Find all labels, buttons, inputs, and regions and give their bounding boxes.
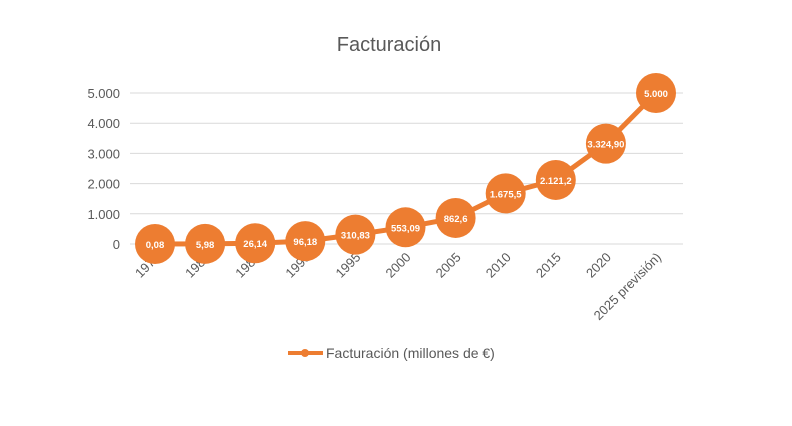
x-tick-label: 2005 (433, 250, 464, 281)
data-label: 3.324,90 (587, 140, 624, 151)
data-point (535, 159, 576, 200)
x-tick-label: 2015 (533, 250, 564, 281)
data-point (285, 221, 326, 262)
data-label: 2.121,2 (540, 176, 572, 187)
data-label: 96,18 (293, 237, 317, 248)
y-tick-label: 2.000 (87, 177, 120, 192)
y-tick-label: 0 (113, 237, 120, 252)
legend: Facturación (millones de €) (288, 345, 495, 361)
x-tick-label: 2010 (483, 250, 514, 281)
y-tick-label: 4.000 (87, 116, 120, 131)
data-point (636, 73, 676, 113)
data-point (585, 123, 626, 164)
y-tick-label: 3.000 (87, 146, 120, 161)
legend-label: Facturación (millones de €) (326, 345, 495, 361)
data-label: 0,08 (146, 240, 165, 251)
chart-title: Facturación (337, 34, 442, 56)
data-point (185, 223, 226, 264)
y-tick-label: 5.000 (87, 86, 120, 101)
x-tick-label: 2000 (383, 250, 414, 281)
data-point (385, 207, 426, 248)
data-label: 1.675,5 (490, 189, 522, 200)
data-label: 5,98 (196, 240, 215, 251)
data-label: 310,83 (341, 231, 370, 242)
data-point (485, 173, 526, 214)
data-point (435, 197, 476, 238)
data-point (235, 223, 276, 264)
data-label: 5.000 (644, 89, 668, 100)
data-label: 862,6 (444, 214, 468, 225)
legend-point-marker (301, 349, 309, 357)
x-tick-label: 2020 (583, 250, 614, 281)
data-point (135, 223, 175, 264)
y-tick-label: 1.000 (87, 207, 120, 222)
data-label: 26,14 (243, 239, 267, 250)
data-point (335, 214, 376, 255)
data-label: 553,09 (391, 223, 420, 234)
